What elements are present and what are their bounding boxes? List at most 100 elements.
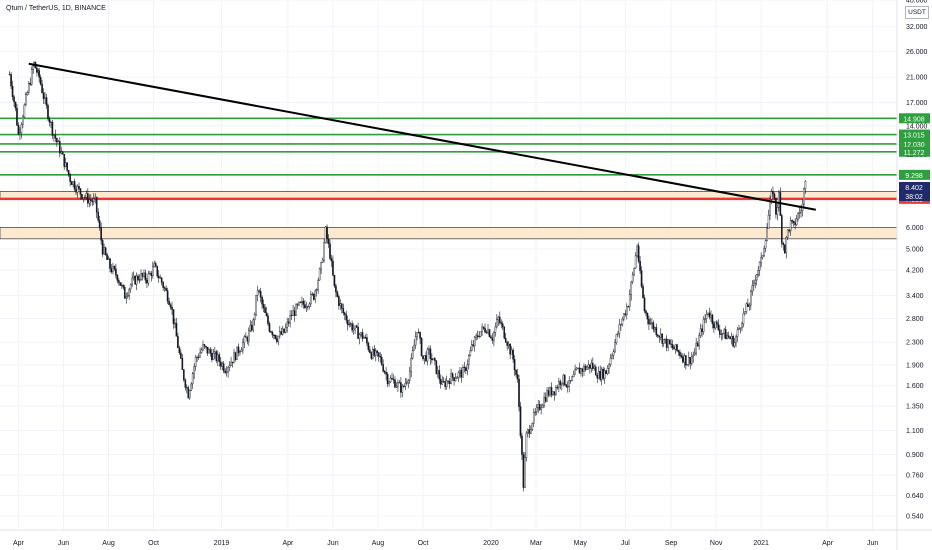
candle-body [343, 312, 346, 315]
candle-body [538, 404, 541, 410]
currency-badge[interactable]: USDT [905, 6, 929, 19]
candle-body [617, 333, 619, 335]
candle-body [528, 429, 531, 434]
candle-body [349, 323, 352, 325]
candle-body [547, 390, 550, 396]
candle-body [794, 222, 796, 226]
candle-body [435, 360, 438, 374]
candle-body [293, 310, 296, 316]
candle-body [683, 355, 686, 363]
trendline[interactable] [28, 62, 816, 211]
candle-body [575, 367, 578, 370]
candle-body [137, 275, 139, 280]
candles [8, 61, 807, 492]
candle-body [329, 243, 331, 259]
candle-body [475, 335, 477, 338]
candle-body [194, 356, 197, 367]
candle-body [346, 320, 349, 326]
candle-body [770, 191, 773, 200]
candle-body [107, 258, 110, 260]
candle-body [580, 368, 582, 374]
candle-body [652, 322, 655, 330]
time-axis[interactable]: Apr Jun Aug Oct 2019 Apr Jun Aug Oct 2020 Mar May Ju… [0, 529, 932, 547]
y-tick-label: 5.000 [906, 247, 924, 254]
candle-body [190, 383, 193, 391]
candle-body [67, 170, 70, 175]
x-tick-label: 2020 [483, 540, 499, 547]
candle-body [95, 196, 98, 213]
candle-body [512, 349, 514, 360]
candle-body [702, 319, 705, 332]
candle-body [497, 316, 500, 320]
candle-body [537, 404, 539, 408]
candle-body [685, 355, 687, 366]
candle-body [630, 281, 633, 295]
candle-body [639, 261, 641, 271]
candle-body [549, 387, 551, 396]
y-tick-label: 26.000 [906, 49, 928, 56]
candle-body [758, 262, 761, 271]
candle-body [763, 248, 765, 256]
candle-body [47, 105, 49, 120]
y-tick-label: 17.000 [906, 100, 928, 107]
support-zone [0, 227, 898, 240]
y-tick-label: 1.100 [906, 428, 924, 435]
candle-body [525, 432, 528, 458]
candle-body [304, 304, 306, 309]
candle-body [370, 352, 373, 359]
candle-body [203, 344, 206, 347]
candle-body [202, 344, 204, 351]
candle-body [493, 332, 495, 341]
candle-body [600, 368, 603, 380]
candle-body [534, 411, 537, 413]
last-price-label: 8.402 [905, 185, 923, 192]
candle-body [305, 306, 308, 309]
candle-body [156, 265, 159, 277]
candle-body [429, 348, 432, 360]
candle-body [383, 370, 386, 373]
candle-body [451, 373, 454, 378]
last-price-tag [899, 181, 930, 201]
candle-body [36, 67, 38, 73]
candle-body [14, 101, 17, 109]
candle-body [50, 121, 52, 123]
horizontal-levels[interactable] [0, 117, 897, 201]
y-tick-label: 0.760 [906, 472, 924, 479]
candle-body [459, 370, 461, 373]
candle-body [209, 349, 212, 354]
candle-body [482, 326, 485, 329]
candle-body [510, 349, 513, 355]
candle-body [797, 213, 799, 220]
candle-body [677, 350, 680, 353]
candle-body [153, 263, 156, 268]
candle-body [627, 306, 630, 308]
candle-body [769, 199, 771, 216]
candle-body [351, 323, 353, 331]
candle-body [208, 349, 210, 354]
candle-body [602, 368, 604, 379]
candle-body [484, 328, 486, 333]
candle-body [318, 268, 321, 281]
candle-body [373, 349, 376, 356]
candle-body [91, 200, 94, 203]
price-axis[interactable]: 40.00032.00026.00021.00017.00014.00011.0… [896, 0, 928, 550]
candle-body [448, 381, 451, 385]
candle-body [342, 308, 345, 314]
candle-body [385, 372, 387, 375]
candle-body [199, 352, 201, 358]
candle-body [144, 272, 147, 281]
candle-body [360, 332, 362, 335]
candle-body [453, 377, 455, 381]
candle-body [271, 332, 274, 336]
candle-body [78, 186, 80, 189]
candle-body [106, 254, 108, 260]
candle-body [317, 279, 319, 290]
candle-body [97, 212, 99, 221]
candle-body [611, 355, 613, 359]
candle-body [187, 387, 190, 399]
level-tag [899, 169, 930, 180]
candle-body [558, 381, 560, 389]
candle-body [747, 303, 749, 307]
candle-body [594, 366, 597, 376]
